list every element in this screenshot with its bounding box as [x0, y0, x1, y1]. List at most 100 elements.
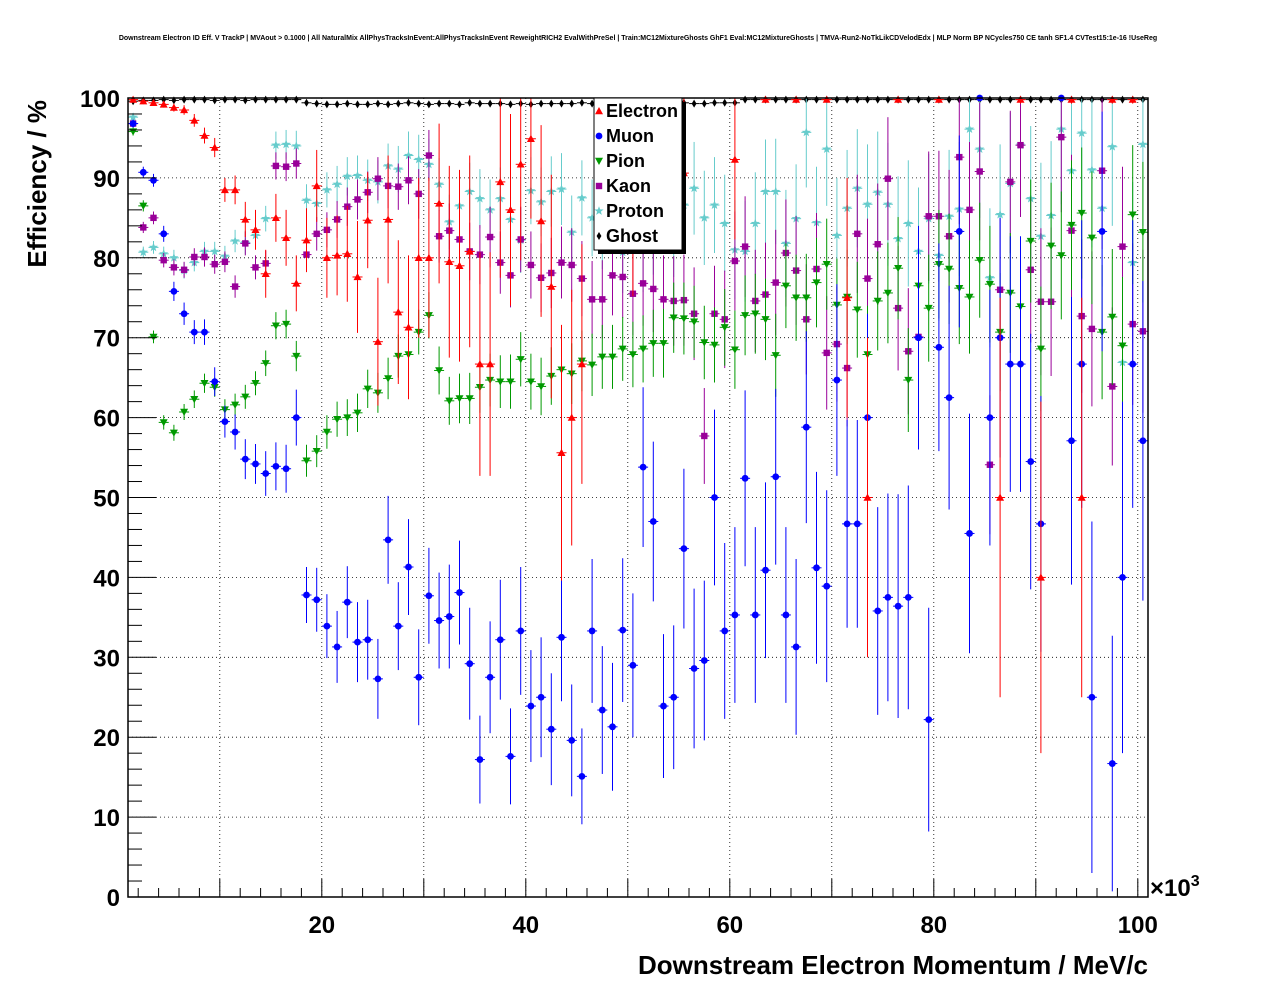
proton-point	[1077, 128, 1087, 138]
x-exponent-power: 3	[1191, 873, 1200, 890]
electron-point	[404, 323, 413, 331]
kaon-point	[1017, 141, 1024, 149]
kaon-point	[1007, 178, 1014, 186]
kaon-point	[966, 206, 973, 214]
legend-marker-muon	[595, 132, 603, 140]
pion-point	[710, 341, 719, 349]
muon-point	[241, 455, 249, 463]
pion-point	[271, 322, 280, 330]
proton-point	[138, 247, 148, 257]
kaon-point	[976, 168, 983, 175]
electron-point	[220, 185, 229, 194]
pion-point	[975, 256, 984, 265]
muon-point	[201, 328, 208, 336]
electron-point	[322, 253, 331, 261]
pion-point	[445, 397, 454, 405]
pion-point	[455, 395, 464, 403]
electron-point	[129, 95, 138, 103]
ghost-point	[191, 95, 197, 104]
kaon-point	[864, 275, 871, 282]
kaon-point	[231, 283, 239, 290]
kaon-point	[180, 266, 188, 273]
pion-point	[261, 360, 270, 368]
x-axis-label: Downstream Electron Momentum / MeV/c	[638, 950, 1148, 980]
x-tick-label: 20	[308, 912, 335, 939]
muon-point	[476, 756, 484, 763]
electron-point	[761, 95, 770, 103]
pion-point	[465, 395, 474, 403]
muon-point	[700, 657, 708, 664]
pion-point	[1067, 221, 1076, 230]
proton-point	[1107, 141, 1117, 151]
proton-point	[169, 253, 179, 262]
ghost-point	[1007, 95, 1013, 104]
ghost-point	[589, 99, 595, 108]
kaon-point	[874, 241, 881, 248]
muon-point	[303, 591, 310, 599]
pion-point	[1087, 234, 1096, 242]
proton-point	[771, 186, 781, 196]
legend-item-kaon: Kaon	[595, 176, 651, 196]
pion-point	[516, 356, 525, 364]
muon-point	[731, 611, 739, 619]
ghost-point	[854, 95, 860, 104]
electron-point	[180, 105, 189, 114]
y-tick-label: 20	[93, 725, 120, 752]
muon-point	[966, 530, 973, 537]
muon-point	[813, 564, 820, 572]
pion-point	[292, 352, 301, 361]
muon-point	[751, 611, 759, 619]
legend-item-ghost: Ghost	[596, 226, 658, 246]
kaon-point	[660, 296, 667, 303]
muon-point	[1006, 360, 1014, 368]
muon-point	[415, 673, 423, 681]
muon-point	[496, 636, 504, 644]
muon-point	[609, 723, 616, 731]
ghost-point	[324, 100, 330, 109]
pion-point	[588, 361, 597, 369]
electron-point	[384, 215, 393, 223]
ghost-point	[905, 95, 911, 104]
kaon-point	[191, 253, 198, 261]
pion-point	[792, 294, 801, 302]
electron-point	[577, 360, 586, 368]
proton-point	[1087, 165, 1097, 174]
pion-point	[730, 346, 739, 354]
ghost-point	[1038, 95, 1044, 104]
electron-point	[159, 100, 168, 108]
kaon-point	[1119, 243, 1126, 250]
kaon-point	[772, 279, 779, 286]
electron-point	[822, 95, 831, 103]
muon-point	[272, 462, 280, 470]
proton-point	[414, 154, 424, 164]
proton-point	[271, 140, 281, 150]
pion-point	[190, 396, 199, 404]
proton-point	[148, 242, 159, 252]
kaon-point	[425, 152, 433, 159]
proton-point	[332, 179, 342, 189]
proton-point	[699, 213, 709, 222]
muon-point	[374, 675, 382, 683]
electron-point	[282, 233, 291, 242]
muon-point	[507, 752, 514, 760]
electron-point	[190, 116, 199, 124]
electron-point	[996, 493, 1005, 501]
ghost-point	[344, 99, 350, 108]
legend-marker-proton	[594, 206, 604, 215]
legend-label-proton: Proton	[606, 201, 664, 221]
muon-point	[262, 470, 270, 477]
legend: Electron Muon Pion Kaon Proton Ghost	[593, 97, 686, 254]
ghost-point	[232, 95, 238, 104]
muon-point	[139, 168, 147, 176]
pion-point	[751, 310, 760, 318]
pion-point	[904, 376, 913, 385]
y-tick-label: 50	[93, 486, 120, 513]
pion-point	[608, 353, 617, 361]
pion-point	[302, 457, 311, 465]
electron-point	[302, 236, 311, 244]
electron-point	[169, 103, 178, 111]
y-tick-label: 0	[107, 885, 120, 912]
pion-point	[802, 294, 811, 302]
ghost-point	[446, 99, 452, 108]
legend-marker-electron	[595, 107, 603, 115]
